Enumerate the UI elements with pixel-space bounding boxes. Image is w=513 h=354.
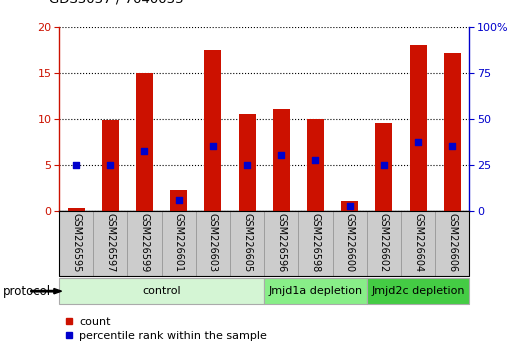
Bar [367, 278, 469, 304]
FancyBboxPatch shape [230, 211, 264, 276]
Point [448, 143, 457, 149]
FancyBboxPatch shape [196, 211, 230, 276]
Text: Jmjd2c depletion: Jmjd2c depletion [371, 286, 465, 296]
Bar [409, 45, 427, 211]
Point [414, 139, 422, 144]
Text: GSM226605: GSM226605 [242, 213, 252, 272]
Bar [264, 278, 367, 304]
Text: Jmjd1a depletion: Jmjd1a depletion [268, 286, 363, 296]
Point [346, 203, 354, 209]
Bar [68, 208, 85, 211]
Text: GDS3037 / 7040035: GDS3037 / 7040035 [49, 0, 183, 5]
Bar [376, 123, 392, 211]
FancyBboxPatch shape [59, 211, 93, 276]
Text: GSM226601: GSM226601 [174, 213, 184, 272]
Text: GSM226603: GSM226603 [208, 213, 218, 272]
Bar [59, 278, 264, 304]
Bar [239, 114, 255, 211]
Text: GSM226606: GSM226606 [447, 213, 457, 272]
Point [72, 162, 80, 167]
Point [243, 162, 251, 167]
Point [141, 148, 149, 154]
Text: GSM226604: GSM226604 [413, 213, 423, 272]
Text: control: control [142, 286, 181, 296]
Point [174, 197, 183, 202]
FancyBboxPatch shape [299, 211, 332, 276]
Bar [444, 53, 461, 211]
Point [106, 162, 114, 167]
Bar [136, 73, 153, 211]
Bar [204, 51, 222, 211]
FancyBboxPatch shape [162, 211, 196, 276]
Text: protocol: protocol [3, 285, 51, 298]
FancyBboxPatch shape [127, 211, 162, 276]
FancyBboxPatch shape [93, 211, 127, 276]
FancyBboxPatch shape [264, 211, 299, 276]
FancyBboxPatch shape [435, 211, 469, 276]
Legend: count, percentile rank within the sample: count, percentile rank within the sample [65, 317, 267, 341]
FancyBboxPatch shape [401, 211, 435, 276]
FancyBboxPatch shape [367, 211, 401, 276]
Text: GSM226598: GSM226598 [310, 213, 321, 272]
Bar [341, 200, 358, 211]
Point [380, 162, 388, 167]
Bar [102, 120, 119, 211]
Bar [170, 190, 187, 211]
Point [311, 157, 320, 163]
Point [277, 153, 285, 158]
Bar [273, 109, 290, 211]
Bar [307, 119, 324, 211]
Text: GSM226597: GSM226597 [105, 213, 115, 272]
Text: GSM226596: GSM226596 [277, 213, 286, 272]
Point [209, 143, 217, 149]
Text: GSM226602: GSM226602 [379, 213, 389, 272]
Text: GSM226595: GSM226595 [71, 213, 81, 272]
FancyBboxPatch shape [332, 211, 367, 276]
Text: GSM226599: GSM226599 [140, 213, 149, 272]
Text: GSM226600: GSM226600 [345, 213, 354, 272]
